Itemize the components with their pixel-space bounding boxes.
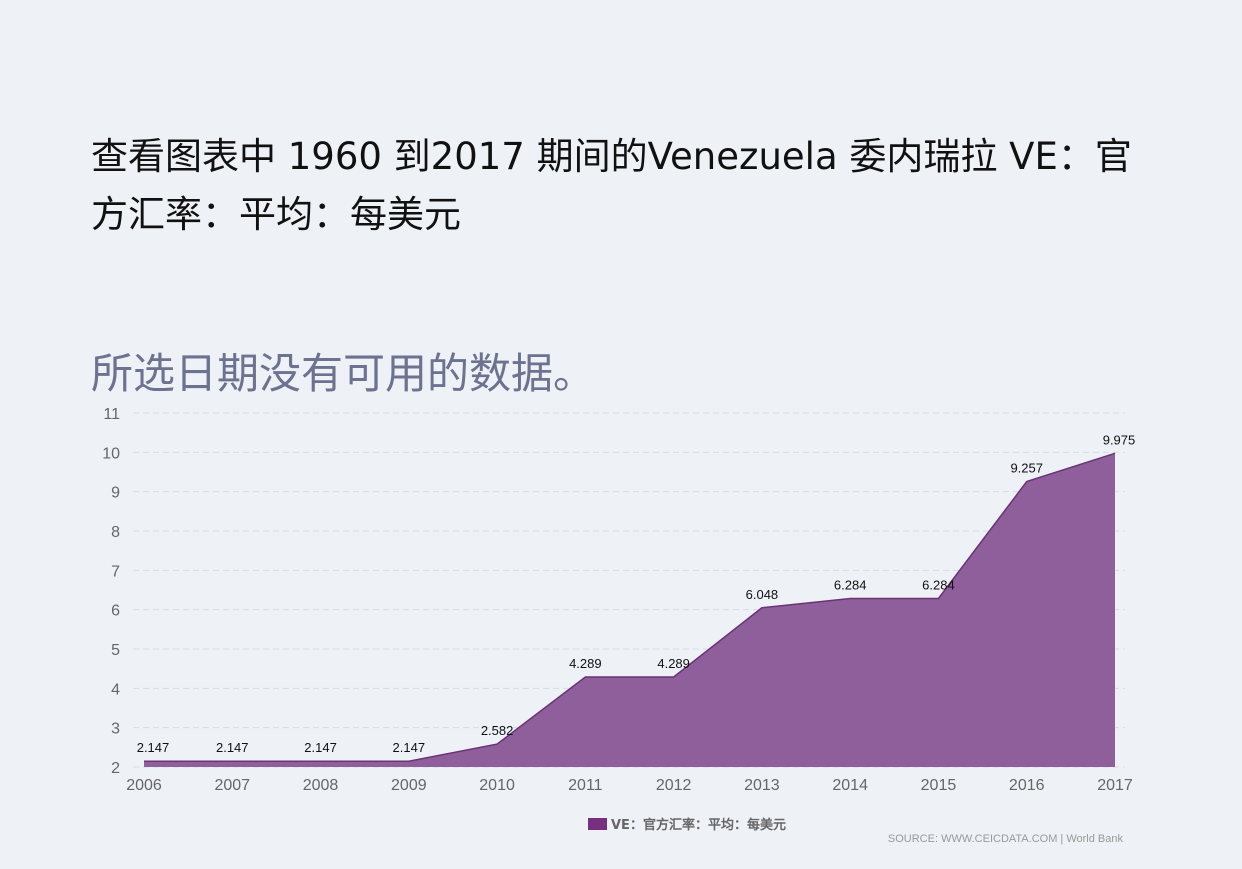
x-tick-label: 2016 (1009, 777, 1045, 794)
source-note: SOURCE: WWW.CEICDATA.COM | World Bank (887, 833, 1123, 845)
series-line (144, 452, 1116, 762)
data-label: 2.147 (137, 740, 170, 755)
y-tick-label: 6 (111, 603, 120, 620)
legend-item[interactable]: VE：官方汇率：平均：每美元 (588, 814, 786, 833)
data-label: 2.147 (216, 740, 249, 755)
y-tick-label: 8 (111, 524, 120, 541)
data-label: 2.582 (481, 723, 514, 738)
legend-label: VE：官方汇率：平均：每美元 (611, 818, 786, 833)
y-tick-label: 10 (102, 445, 120, 462)
x-tick-label: 2008 (303, 777, 339, 794)
y-tick-label: 3 (111, 721, 120, 738)
x-tick-label: 2011 (568, 777, 603, 794)
page-title: 查看图表中 1960 到2017 期间的Venezuela 委内瑞拉 VE：官方… (91, 135, 1132, 236)
area-fill (144, 453, 1115, 767)
x-tick-label: 2010 (479, 777, 515, 794)
data-label: 2.147 (304, 740, 337, 755)
data-label: 4.289 (569, 656, 602, 671)
x-tick-label: 2015 (921, 777, 957, 794)
y-tick-label: 2 (111, 760, 120, 777)
x-tick-label: 2017 (1097, 777, 1133, 794)
y-tick-label: 7 (111, 563, 120, 580)
y-tick-label: 9 (111, 485, 120, 502)
x-tick-label: 2014 (832, 777, 868, 794)
x-tick-label: 2006 (126, 777, 162, 794)
y-tick-label: 11 (103, 406, 120, 423)
data-label: 4.289 (657, 656, 690, 671)
data-label: 9.975 (1103, 432, 1136, 447)
x-tick-label: 2007 (214, 777, 250, 794)
x-tick-label: 2013 (744, 777, 780, 794)
data-label: 6.284 (922, 577, 955, 592)
x-tick-label: 2009 (391, 777, 427, 794)
y-tick-label: 5 (111, 642, 120, 659)
no-data-message: 所选日期没有可用的数据。 (91, 349, 596, 398)
data-label: 6.284 (834, 577, 867, 592)
x-tick-label: 2012 (656, 777, 692, 794)
data-label: 9.257 (1010, 461, 1043, 476)
data-label: 6.048 (746, 587, 779, 602)
y-tick-label: 4 (111, 681, 120, 698)
data-label: 2.147 (393, 740, 426, 755)
legend-swatch (588, 817, 607, 830)
